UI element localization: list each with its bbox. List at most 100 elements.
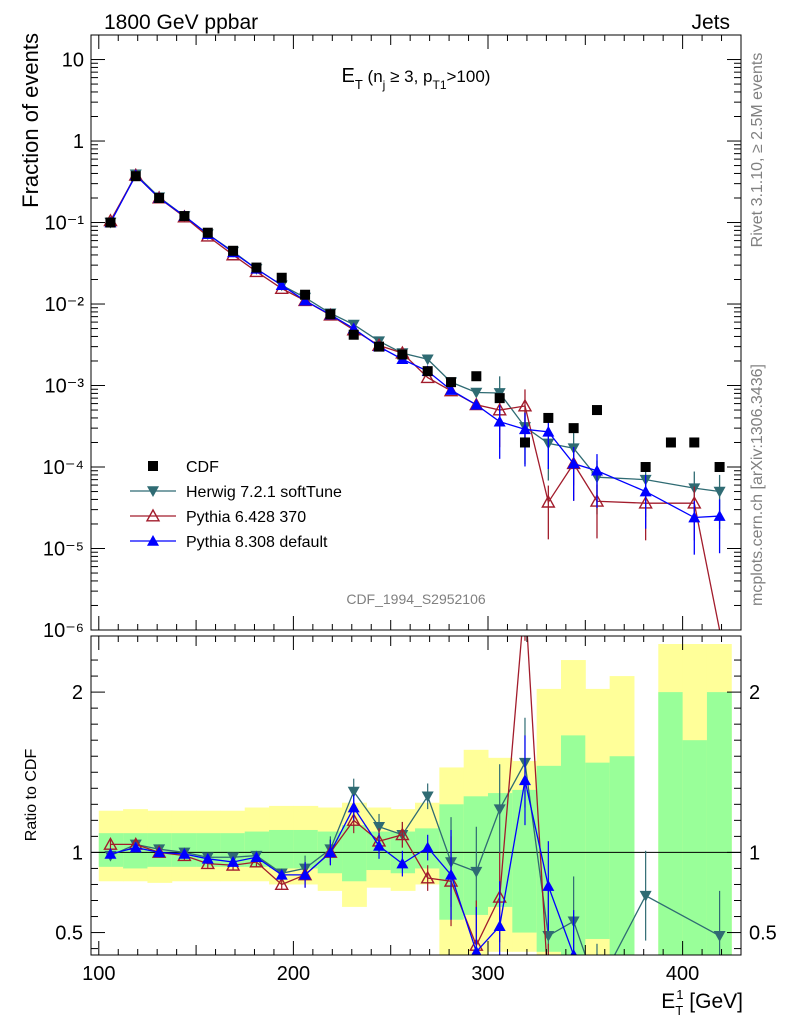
xlabel-rest: [GeV] bbox=[683, 990, 743, 1013]
series-2 bbox=[103, 167, 721, 631]
data-point bbox=[543, 412, 554, 423]
uncertainty-band-green bbox=[342, 825, 367, 882]
main-ytick-label: 10⁻² bbox=[45, 294, 85, 316]
data-point bbox=[591, 405, 602, 416]
ratio-ytick-label: 2 bbox=[72, 682, 83, 704]
main-ytick-label: 10⁻⁴ bbox=[43, 457, 84, 479]
ratio-point bbox=[250, 851, 263, 863]
series-point bbox=[470, 387, 483, 399]
series-point bbox=[445, 384, 458, 395]
ratio-point bbox=[129, 841, 142, 853]
data-point bbox=[130, 171, 141, 182]
data-point bbox=[202, 227, 213, 238]
ratio-xtick-label: 200 bbox=[277, 963, 310, 985]
ratio-ytick-label: 0.5 bbox=[55, 923, 83, 945]
ratio-xtick-label: 400 bbox=[666, 963, 699, 985]
title-main: E bbox=[342, 65, 355, 87]
uncertainty-band-green bbox=[658, 692, 684, 955]
ratio-ytick-label-right: 2 bbox=[749, 682, 760, 704]
main-plot-frame bbox=[90, 34, 742, 631]
ratio-xtick-label: 100 bbox=[82, 963, 115, 985]
main-ytick-label: 10⁻⁵ bbox=[43, 539, 84, 561]
ratio-point bbox=[591, 984, 603, 995]
title-rest3: >100) bbox=[447, 67, 491, 86]
series-point bbox=[713, 510, 726, 521]
series-0 bbox=[105, 171, 725, 473]
uncertainty-band-green bbox=[682, 740, 708, 955]
main-ylabel: Fraction of events bbox=[18, 33, 43, 208]
series-point bbox=[639, 485, 652, 497]
ratio-point bbox=[373, 821, 386, 833]
data-point bbox=[494, 393, 505, 404]
ratio-point bbox=[324, 846, 337, 858]
ratio-point bbox=[519, 590, 531, 601]
data-point bbox=[374, 341, 385, 352]
title-sub3: T1 bbox=[432, 78, 446, 92]
main-ytick-label: 1 bbox=[73, 131, 84, 153]
ratio-point bbox=[227, 856, 240, 867]
ratio-point bbox=[713, 930, 726, 942]
ratio-point bbox=[471, 945, 482, 955]
header-right-label: Jets bbox=[691, 11, 730, 34]
series-point bbox=[541, 494, 556, 508]
data-point bbox=[325, 309, 336, 320]
data-point bbox=[471, 371, 482, 382]
ratio-point bbox=[493, 920, 506, 931]
uncertainty-band-green bbox=[609, 756, 635, 955]
series-point bbox=[299, 294, 312, 306]
legend-entry: CDF bbox=[148, 459, 219, 476]
ratio-point bbox=[347, 801, 360, 813]
data-point bbox=[568, 423, 579, 434]
ratio-ylabel: Ratio to CDF bbox=[23, 749, 40, 842]
data-point bbox=[519, 437, 530, 448]
data-point bbox=[397, 349, 408, 360]
ratio-point bbox=[396, 857, 409, 869]
legend-marker bbox=[147, 486, 159, 497]
main-ytick-label: 10⁻³ bbox=[45, 376, 85, 398]
ratio-point bbox=[493, 804, 506, 816]
header-left-label: 1800 GeV ppbar bbox=[104, 11, 258, 34]
ratio-xtick-label: 300 bbox=[471, 963, 504, 985]
series-point bbox=[518, 423, 531, 435]
ratio-ytick-label: 1 bbox=[72, 842, 83, 864]
legend: CDF Herwig 7.2.1 softTune Pythia 6.428 370… bbox=[130, 459, 342, 551]
legend-label: Herwig 7.2.1 softTune bbox=[186, 484, 342, 501]
ratio-point bbox=[639, 890, 652, 902]
ratio-point bbox=[274, 877, 289, 890]
legend-marker bbox=[148, 461, 158, 471]
series-point bbox=[567, 457, 580, 469]
legend-marker bbox=[145, 508, 161, 522]
series-line bbox=[109, 174, 721, 631]
main-ytick-label: 10 bbox=[62, 50, 84, 72]
ratio-point bbox=[542, 880, 555, 891]
data-point bbox=[422, 366, 433, 377]
ratio-point bbox=[421, 791, 434, 803]
xlabel-sub: T bbox=[675, 1003, 683, 1018]
legend-entry: Pythia 6.428 370 bbox=[130, 508, 306, 526]
data-point bbox=[276, 272, 287, 283]
series-point bbox=[713, 486, 726, 498]
data-point bbox=[665, 437, 676, 448]
ratio-point bbox=[421, 841, 434, 853]
series-point bbox=[517, 398, 533, 412]
ratio-point bbox=[178, 848, 191, 859]
series-point bbox=[275, 279, 288, 291]
ratio-point bbox=[570, 949, 577, 955]
data-point bbox=[714, 462, 725, 473]
ratio-xlabel: ET1 [GeV] bbox=[661, 987, 743, 1018]
data-point bbox=[154, 192, 165, 203]
ratio-point bbox=[299, 868, 312, 880]
xlabel-main: E bbox=[661, 990, 675, 1013]
legend-label: Pythia 8.308 default bbox=[186, 534, 328, 551]
series-point bbox=[421, 354, 434, 366]
xlabel-sup: 1 bbox=[676, 987, 683, 1002]
ratio-point bbox=[445, 868, 458, 880]
data-point bbox=[640, 462, 651, 473]
analysis-label: CDF_1994_S2952106 bbox=[346, 591, 486, 607]
uncertainty-band-green bbox=[293, 829, 319, 869]
ratio-point bbox=[420, 870, 435, 884]
data-point bbox=[179, 211, 190, 222]
ratio-plot: 0.5 0.5 1 1 2 2 100 200 300 400 Ratio to CDF ET1 … bbox=[23, 590, 777, 1018]
ratio-point bbox=[347, 786, 360, 798]
